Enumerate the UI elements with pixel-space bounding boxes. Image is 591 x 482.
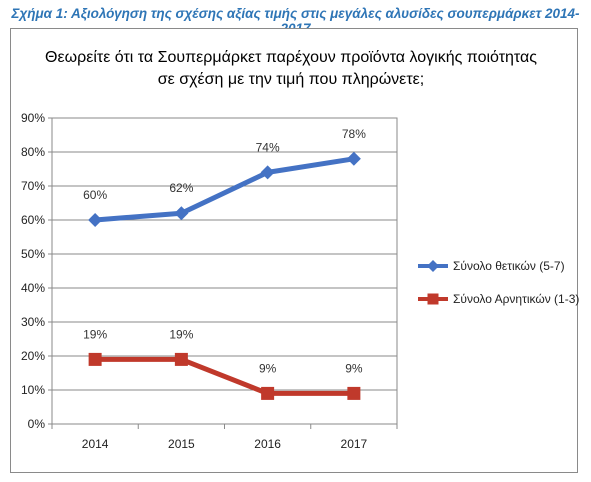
data-point [88, 352, 102, 366]
chart-title: Θεωρείτε ότι τα Σουπερμάρκετ παρέχουν πρ… [41, 47, 541, 91]
data-label: 9% [345, 361, 363, 375]
data-label: 9% [259, 361, 277, 375]
data-point [174, 206, 189, 221]
legend-label: Σύνολο Αρνητικών (1-3) [453, 292, 579, 306]
y-tick-label: 30% [21, 315, 45, 329]
data-label: 78% [342, 127, 366, 141]
data-label: 19% [83, 327, 107, 341]
data-point [174, 352, 188, 366]
y-tick-label: 50% [21, 247, 45, 261]
y-tick-label: 20% [21, 349, 45, 363]
chart-title-line-1: Θεωρείτε ότι τα Σουπερμάρκετ παρέχουν πρ… [45, 49, 537, 66]
y-tick-label: 10% [21, 383, 45, 397]
legend-marker [427, 293, 439, 305]
y-tick-label: 80% [21, 145, 45, 159]
data-label: 60% [83, 188, 107, 202]
chart-title-line-2: σε σχέση με την τιμή που πληρώνετε; [157, 71, 425, 88]
data-point [260, 165, 275, 180]
x-tick-label: 2015 [168, 437, 195, 451]
x-tick-label: 2017 [341, 437, 368, 451]
data-label: 74% [256, 140, 280, 154]
data-label: 19% [169, 327, 193, 341]
y-tick-label: 70% [21, 179, 45, 193]
data-point [261, 386, 275, 400]
y-tick-label: 60% [21, 213, 45, 227]
x-tick-label: 2014 [82, 437, 109, 451]
series-line-1 [94, 156, 355, 223]
data-point [88, 213, 103, 227]
y-tick-label: 90% [21, 111, 45, 125]
data-label: 62% [169, 181, 193, 195]
x-tick-label: 2016 [254, 437, 281, 451]
data-point [346, 151, 361, 166]
series-line-2 [95, 356, 354, 396]
legend-label: Σύνολο θετικών (5-7) [453, 259, 565, 273]
y-tick-label: 0% [28, 417, 46, 431]
y-tick-label: 40% [21, 281, 45, 295]
legend-marker [427, 260, 439, 272]
chart-frame: Θεωρείτε ότι τα Σουπερμάρκετ παρέχουν πρ… [10, 28, 578, 473]
data-point [347, 386, 361, 400]
